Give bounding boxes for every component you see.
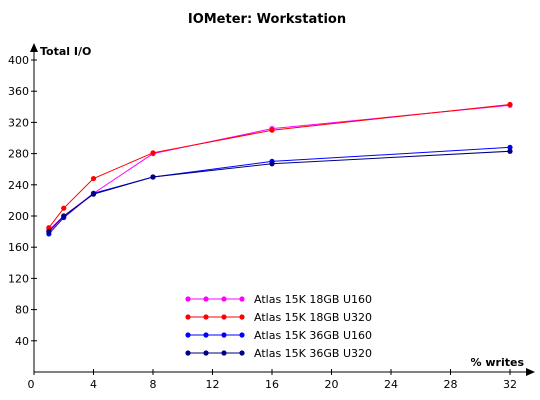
y-tick-label: 160	[8, 241, 29, 254]
x-axis-label: % writes	[471, 356, 525, 369]
data-point	[61, 213, 67, 219]
legend-swatch-marker	[185, 350, 191, 356]
legend-swatch-marker	[221, 350, 227, 356]
legend-swatch-marker	[221, 332, 227, 338]
plot-series	[46, 101, 513, 237]
chart-title: IOMeter: Workstation	[188, 12, 346, 27]
x-ticks: 0 4 8 12 16 20 24 28 32	[28, 369, 517, 391]
legend-label: Atlas 15K 18GB U320	[254, 311, 372, 324]
data-point	[507, 144, 513, 150]
x-tick-label: 32	[503, 378, 517, 391]
y-tick-label: 400	[8, 54, 29, 67]
x-tick-label: 8	[150, 378, 157, 391]
y-axis-arrow-icon	[30, 43, 38, 52]
legend: Atlas 15K 18GB U160 Atlas 15K 18GB U320 At…	[185, 293, 372, 360]
legend-swatch-marker	[239, 332, 245, 338]
x-tick-label: 20	[325, 378, 339, 391]
x-tick-label: 24	[384, 378, 398, 391]
y-tick-label: 360	[8, 85, 29, 98]
data-point	[269, 127, 275, 133]
legend-item: Atlas 15K 36GB U160	[185, 329, 372, 342]
y-tick-label: 80	[15, 304, 29, 317]
y-tick-label: 280	[8, 148, 29, 161]
data-point	[150, 150, 156, 156]
y-axis: Total I/O 40 80 120 160 200 240 280 320 360 400	[8, 43, 91, 372]
legend-swatch-marker	[203, 350, 209, 356]
legend-item: Atlas 15K 36GB U320	[185, 347, 372, 360]
data-point	[150, 174, 156, 180]
series-group	[46, 102, 513, 233]
data-point	[46, 225, 52, 231]
legend-swatch-marker	[203, 296, 209, 302]
y-tick-label: 240	[8, 179, 29, 192]
legend-label: Atlas 15K 36GB U160	[254, 329, 372, 342]
legend-swatch-marker	[185, 314, 191, 320]
y-tick-label: 120	[8, 272, 29, 285]
legend-label: Atlas 15K 36GB U320	[254, 347, 372, 360]
data-point	[61, 205, 67, 211]
data-point	[90, 175, 97, 182]
legend-swatch-marker	[203, 332, 209, 338]
x-tick-label: 28	[444, 378, 458, 391]
legend-swatch-marker	[203, 314, 209, 320]
legend-swatch-marker	[185, 332, 191, 338]
data-point	[269, 161, 275, 167]
series-group	[46, 101, 513, 231]
legend-item: Atlas 15K 18GB U320	[185, 311, 372, 324]
legend-swatch-marker	[221, 314, 227, 320]
x-tick-label: 16	[265, 378, 279, 391]
x-tick-label: 4	[90, 378, 97, 391]
legend-swatch-marker	[239, 296, 245, 302]
series-line	[48, 103, 511, 229]
legend-swatch-marker	[185, 296, 191, 302]
x-tick-label: 12	[206, 378, 220, 391]
legend-label: Atlas 15K 18GB U160	[254, 293, 372, 306]
legend-swatch-marker	[239, 314, 245, 320]
data-point	[90, 191, 97, 197]
y-tick-label: 320	[8, 116, 29, 129]
y-ticks: 40 80 120 160 200 240 280 320 360 400	[8, 54, 37, 348]
data-point	[46, 229, 52, 235]
y-tick-label: 40	[15, 335, 29, 348]
data-point	[507, 148, 513, 154]
series-line	[48, 150, 511, 232]
legend-item: Atlas 15K 18GB U160	[185, 293, 372, 306]
series-line	[48, 146, 511, 235]
series-group	[46, 148, 513, 235]
data-point	[507, 101, 513, 108]
legend-swatch-marker	[239, 350, 245, 356]
x-axis: % writes 0 4 8 12 16 20 24 28 32	[28, 356, 535, 391]
legend-swatch-marker	[221, 296, 227, 302]
series-group	[46, 144, 513, 237]
y-tick-label: 200	[8, 210, 29, 223]
x-axis-arrow-icon	[526, 368, 535, 376]
y-axis-label: Total I/O	[40, 45, 91, 58]
x-tick-label: 0	[28, 378, 35, 391]
